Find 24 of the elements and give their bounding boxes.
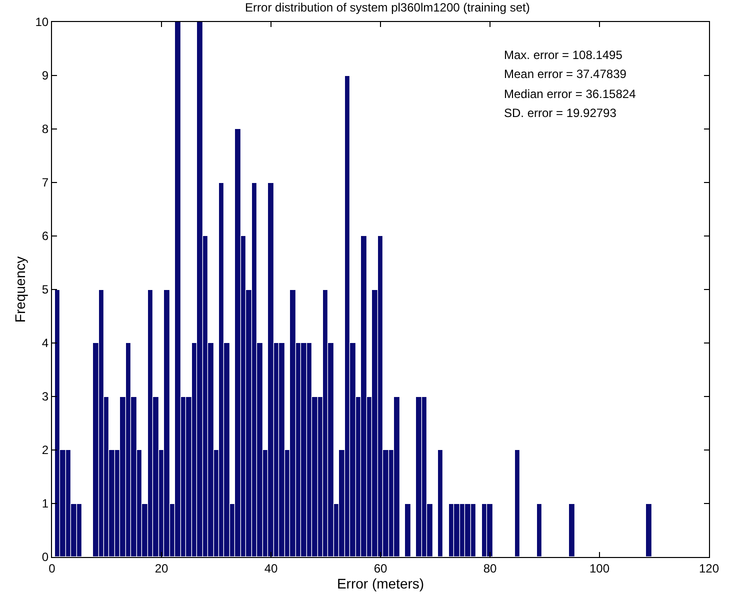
x-tick-label: 60 [374,561,388,576]
y-tick-label: 9 [42,68,49,83]
annotation: SD. error = 19.92793 [504,106,617,120]
chart-title: Error distribution of system pl360lm1200 (training set) [245,0,530,14]
y-tick-label: 0 [42,550,49,564]
x-tick-label: 100 [589,561,610,576]
y-tick-label: 4 [42,336,49,350]
annotation: Mean error = 37.47839 [504,67,627,81]
x-axis-title: Error (meters) [336,576,424,592]
y-tick-label: 5 [42,282,49,297]
y-tick-label: 7 [42,176,49,190]
x-tick-label: 40 [264,561,278,576]
x-tick-label: 20 [154,561,168,576]
y-tick-label: 1 [42,496,49,511]
y-axis-title: Frequency [12,256,28,323]
y-tick-label: 8 [42,122,49,136]
x-tick-label: 120 [698,561,720,576]
y-tick-label: 6 [42,229,49,244]
annotation: Median error = 36.15824 [504,87,636,101]
y-tick-label: 3 [42,390,49,404]
y-tick-label: 10 [35,15,49,30]
annotation: Max. error = 108.1495 [504,48,623,62]
x-tick-label: 80 [483,561,497,576]
y-tick-label: 2 [42,443,49,458]
